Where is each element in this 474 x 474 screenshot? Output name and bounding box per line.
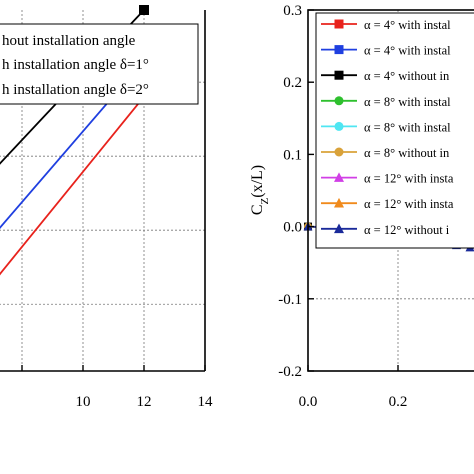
right-legend-label: α = 8° with instal bbox=[364, 120, 451, 134]
right-legend-marker bbox=[334, 147, 344, 157]
right-legend-marker bbox=[334, 45, 344, 55]
right-legend-marker bbox=[334, 172, 344, 182]
right-legend-marker bbox=[334, 223, 344, 234]
left-legend-entry-2: h installation angle δ=1° bbox=[2, 57, 149, 73]
left-x-tick-label: 12 bbox=[137, 394, 152, 410]
right-legend-label: α = 12° with insta bbox=[364, 172, 454, 186]
right-legend-marker bbox=[334, 197, 344, 208]
left-series-line-3 bbox=[0, 96, 145, 276]
left-series-marker-1 bbox=[139, 5, 149, 15]
right-chart: 0.3 0.2 0.1 0.0 -0.1 -0.2 0.0 0.2 CZ(x/L) α = 4… bbox=[249, 3, 474, 410]
right-legend-label: α = 8° with instal bbox=[364, 95, 451, 109]
right-axis-ticks: 0.3 0.2 0.1 0.0 -0.1 -0.2 0.0 0.2 bbox=[278, 3, 408, 410]
right-y-tick-label: 0.0 bbox=[283, 220, 302, 236]
left-legend: hout installation angle h installation a… bbox=[0, 23, 199, 105]
right-y-tick-label: -0.2 bbox=[278, 364, 302, 380]
right-y-axis-label: CZ(x/L) bbox=[249, 165, 271, 215]
right-legend-marker bbox=[334, 19, 344, 29]
right-legend-label: α = 4° with instal bbox=[364, 44, 451, 58]
left-x-ticks: 10 12 14 bbox=[21, 365, 214, 410]
right-x-tick-label: 0.0 bbox=[299, 394, 318, 410]
right-y-tick-label: 0.1 bbox=[283, 147, 302, 163]
left-legend-entry-3: h installation angle δ=2° bbox=[2, 82, 149, 98]
left-legend-box bbox=[0, 23, 199, 105]
right-legend: α = 4° with instal α = 4° with instal α = … bbox=[315, 12, 474, 249]
right-legend-marker bbox=[334, 96, 344, 106]
right-legend-marker bbox=[334, 121, 344, 131]
right-x-tick-label: 0.2 bbox=[389, 394, 408, 410]
right-legend-label: α = 12° with insta bbox=[364, 197, 454, 211]
right-legend-label: α = 4° without in bbox=[364, 69, 450, 83]
right-legend-label: α = 12° without i bbox=[364, 223, 450, 237]
right-legend-label: α = 8° without in bbox=[364, 146, 450, 160]
left-chart: hout installation angle h installation a… bbox=[0, 5, 213, 410]
right-y-tick-label: 0.3 bbox=[283, 3, 302, 19]
left-x-tick-label: 14 bbox=[198, 394, 214, 410]
right-legend-marker bbox=[334, 70, 344, 80]
right-y-tick-label: 0.2 bbox=[283, 75, 302, 91]
right-y-tick-label: -0.1 bbox=[278, 292, 302, 308]
left-legend-entry-1: hout installation angle bbox=[2, 33, 136, 49]
left-x-tick-label: 10 bbox=[76, 394, 91, 410]
right-legend-label: α = 4° with instal bbox=[364, 18, 451, 32]
